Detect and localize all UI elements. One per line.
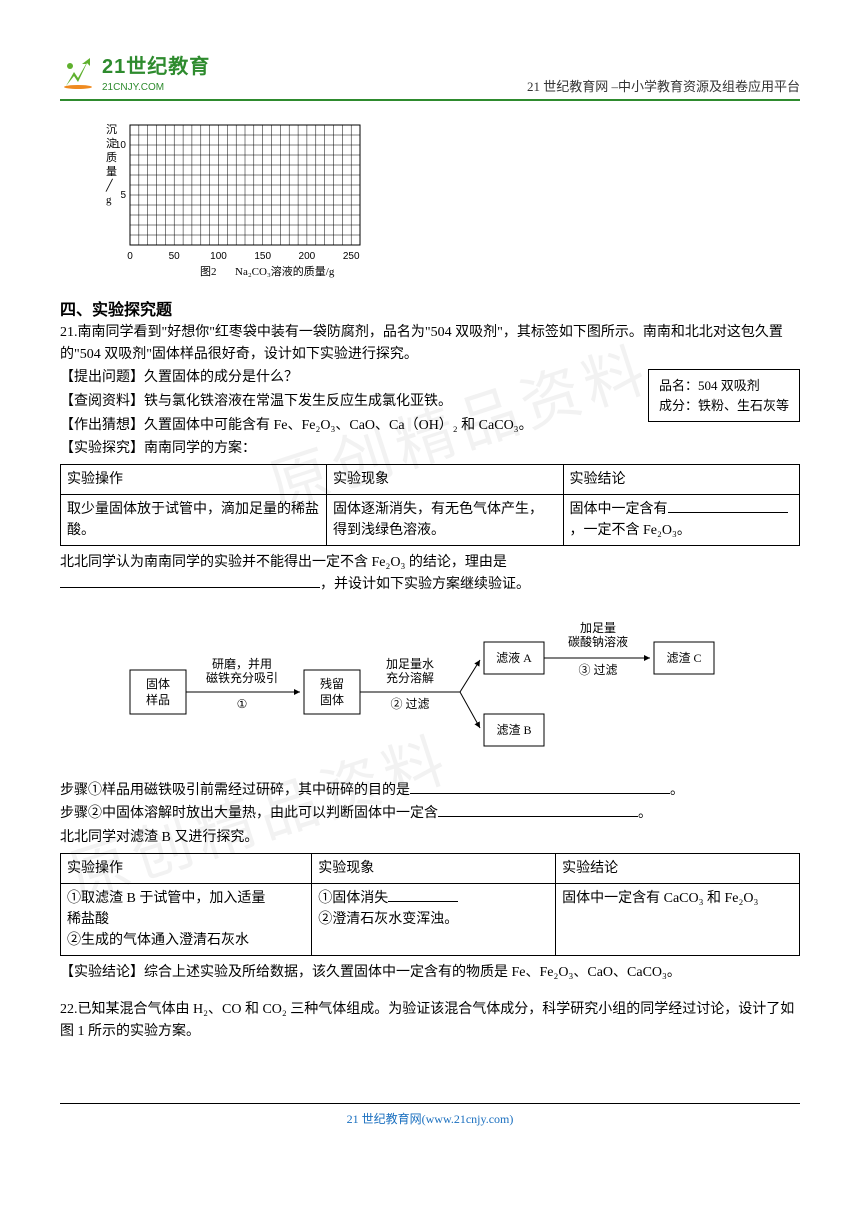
- chart-svg: 沉 淀 质 量 ╱ g 5 10: [100, 115, 390, 285]
- q22-text: 22.已知某混合气体由 H₂、CO 和 CO₂ 三种气体组成。为验证该混合气体成…: [60, 999, 800, 1042]
- svg-text:100: 100: [210, 251, 227, 262]
- svg-text:量: 量: [106, 165, 117, 178]
- logo-sub-text: 21CNJY.COM: [102, 82, 164, 93]
- t1-conc: 固体中一定含有 ，一定不含 Fe₂O₃。: [563, 495, 800, 546]
- svg-text:研磨，并用: 研磨，并用: [212, 657, 272, 671]
- svg-text:g: g: [106, 194, 112, 206]
- step1-a: 步骤①样品用磁铁吸引前需经过研碎，其中研碎的目的是: [60, 783, 410, 798]
- blank-fill-reason[interactable]: [60, 574, 320, 588]
- header-right-text: 21 世纪教育网 –中小学教育资源及组卷应用平台: [527, 76, 800, 95]
- q21-north-b: 北北同学对滤渣 B 又进行探究。: [60, 827, 800, 849]
- logo-text-wrap: 21世纪教育 21CNJY.COM: [102, 50, 210, 95]
- t2-h3: 实验结论: [556, 853, 800, 883]
- north-comment-part1: 北北同学认为南南同学的实验并不能得出一定不含 Fe₂O₃ 的结论，理由是: [60, 555, 507, 570]
- step1-b: 。: [670, 783, 684, 798]
- logo-icon: [60, 56, 96, 90]
- svg-text:50: 50: [169, 251, 181, 262]
- svg-text:0: 0: [127, 251, 133, 262]
- q21-lead: 21.南南同学看到"好想你"红枣袋中装有一袋防腐剂，品名为"504 双吸剂"，其…: [60, 322, 800, 365]
- page-header: 21世纪教育 21CNJY.COM 21 世纪教育网 –中小学教育资源及组卷应用…: [60, 50, 800, 101]
- svg-text:250: 250: [343, 251, 360, 262]
- svg-text:╱: ╱: [105, 178, 114, 192]
- svg-text:沉: 沉: [106, 123, 117, 136]
- blank-fill-1[interactable]: [668, 499, 788, 513]
- section-title-4: 四、实验探究题: [60, 296, 800, 320]
- svg-text:150: 150: [254, 251, 271, 262]
- q21-flow-diagram: 固体 样品 研磨，并用 磁铁充分吸引 ① 残留 固体 加足量水 充分溶解 ② 过…: [60, 610, 800, 770]
- t2-h1: 实验操作: [61, 853, 312, 883]
- product-tag-line1: 品名：504 双吸剂: [659, 376, 789, 396]
- svg-text:固体: 固体: [320, 693, 344, 707]
- t1-op: 取少量固体放于试管中，滴加足量的稀盐酸。: [61, 495, 327, 546]
- t1-h1: 实验操作: [61, 465, 327, 495]
- product-tag-line2: 成分：铁粉、生石灰等: [659, 396, 789, 416]
- q21-table2: 实验操作 实验现象 实验结论 ①取滤渣 B 于试管中，加入适量 稀盐酸 ②生成的…: [60, 853, 800, 956]
- t2-obs1: ①固体消失: [318, 891, 388, 906]
- chart-figure-2: 沉 淀 质 量 ╱ g 5 10: [100, 115, 800, 290]
- q21-step2: 步骤②中固体溶解时放出大量热，由此可以判断固体中一定含 。: [60, 803, 800, 825]
- svg-text:加足量水: 加足量水: [386, 657, 434, 671]
- svg-text:加足量: 加足量: [580, 621, 616, 635]
- step2-b: 。: [638, 806, 652, 821]
- svg-text:Na₂CO₃溶液的质量/g: Na₂CO₃溶液的质量/g: [235, 264, 335, 278]
- t2-obs2: ②澄清石灰水变浑浊。: [318, 912, 458, 927]
- q21-conclusion: 【实验结论】综合上述实验及所给数据，该久置固体中一定含有的物质是 Fe、Fe₂O…: [60, 962, 800, 984]
- svg-text:磁铁充分吸引: 磁铁充分吸引: [206, 670, 278, 685]
- svg-text:样品: 样品: [146, 692, 170, 707]
- t1-h2: 实验现象: [327, 465, 563, 495]
- svg-text:5: 5: [120, 190, 126, 201]
- t2-conc: 固体中一定含有 CaCO₃ 和 Fe₂O₃: [556, 883, 800, 955]
- svg-text:①: ①: [237, 697, 248, 711]
- svg-text:滤渣 C: 滤渣 C: [666, 651, 701, 665]
- page-root: 原创精品资料 原创精品资料 21世纪教育 21CNJY.COM 21 世纪教育网…: [0, 0, 860, 1167]
- logo-main-text: 21世纪教育: [102, 56, 210, 78]
- t2-obs: ①固体消失 ②澄清石灰水变浑浊。: [312, 883, 556, 955]
- svg-text:滤渣 B: 滤渣 B: [496, 723, 531, 737]
- north-comment-part2: ，并设计如下实验方案继续验证。: [320, 577, 530, 592]
- svg-text:质: 质: [106, 151, 117, 164]
- q21-step1: 步骤①样品用磁铁吸引前需经过研碎，其中研碎的目的是 。: [60, 780, 800, 802]
- svg-text:滤液 A: 滤液 A: [496, 650, 532, 665]
- blank-step2[interactable]: [438, 803, 638, 817]
- spacer: [60, 985, 800, 997]
- svg-text:10: 10: [115, 140, 127, 151]
- svg-text:③ 过滤: ③ 过滤: [578, 663, 617, 677]
- t1-h3: 实验结论: [563, 465, 800, 495]
- t1-conc-after: ，一定不含 Fe₂O₃。: [570, 523, 691, 538]
- blank-obs[interactable]: [388, 888, 458, 902]
- q21-north-comment: 北北同学认为南南同学的实验并不能得出一定不含 Fe₂O₃ 的结论，理由是 ，并设…: [60, 552, 800, 595]
- t2-h2: 实验现象: [312, 853, 556, 883]
- q21-exp-label: 【实验探究】南南同学的方案：: [60, 438, 800, 460]
- step2-a: 步骤②中固体溶解时放出大量热，由此可以判断固体中一定含: [60, 806, 438, 821]
- svg-text:200: 200: [299, 251, 316, 262]
- svg-text:固体: 固体: [146, 677, 170, 691]
- svg-text:碳酸钠溶液: 碳酸钠溶液: [568, 634, 628, 649]
- svg-text:残留: 残留: [320, 677, 344, 691]
- page-footer: 21 世纪教育网(www.21cnjy.com): [60, 1103, 800, 1127]
- t1-obs: 固体逐渐消失，有无色气体产生，得到浅绿色溶液。: [327, 495, 563, 546]
- svg-text:充分溶解: 充分溶解: [386, 670, 434, 685]
- blank-step1[interactable]: [410, 780, 670, 794]
- product-tag-box: 品名：504 双吸剂 成分：铁粉、生石灰等: [648, 369, 800, 422]
- q21-table1: 实验操作 实验现象 实验结论 取少量固体放于试管中，滴加足量的稀盐酸。 固体逐渐…: [60, 464, 800, 546]
- logo-block: 21世纪教育 21CNJY.COM: [60, 50, 210, 95]
- svg-text:② 过滤: ② 过滤: [390, 697, 429, 711]
- svg-text:图2: 图2: [200, 265, 217, 278]
- t1-conc-before: 固体中一定含有: [570, 502, 668, 517]
- t2-op: ①取滤渣 B 于试管中，加入适量 稀盐酸 ②生成的气体通入澄清石灰水: [61, 883, 312, 955]
